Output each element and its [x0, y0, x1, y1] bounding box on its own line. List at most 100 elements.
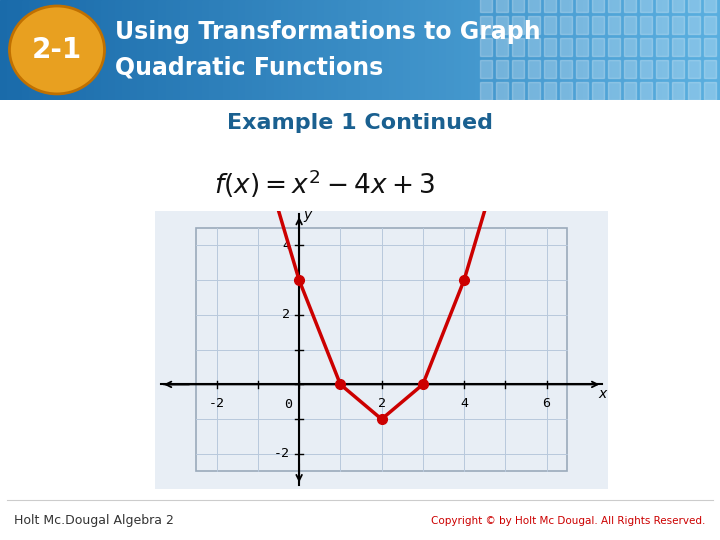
Bar: [480, 16, 492, 34]
Bar: [706, 0, 714, 100]
Bar: [688, 60, 700, 78]
Bar: [209, 0, 217, 100]
Text: Holt Mc.Dougal Algebra 2: Holt Mc.Dougal Algebra 2: [14, 514, 174, 527]
Bar: [396, 0, 404, 100]
Bar: [544, 82, 556, 100]
Bar: [360, 0, 368, 100]
Bar: [173, 0, 181, 100]
Bar: [512, 0, 524, 12]
Bar: [598, 0, 606, 100]
Text: Using Transformations to Graph: Using Transformations to Graph: [115, 20, 541, 44]
Bar: [504, 0, 512, 100]
Bar: [7, 0, 15, 100]
Bar: [576, 0, 588, 12]
Bar: [677, 0, 685, 100]
Bar: [238, 0, 246, 100]
Bar: [475, 0, 483, 100]
Text: Copyright © by Holt Mc Dougal. All Rights Reserved.: Copyright © by Holt Mc Dougal. All Right…: [431, 516, 706, 526]
Bar: [94, 0, 102, 100]
Bar: [569, 0, 577, 100]
Text: Quadratic Functions: Quadratic Functions: [115, 56, 383, 80]
Bar: [672, 0, 684, 12]
Bar: [576, 38, 588, 56]
Bar: [0, 0, 8, 100]
Bar: [592, 38, 604, 56]
Bar: [382, 0, 390, 100]
Bar: [461, 0, 469, 100]
Bar: [670, 0, 678, 100]
Bar: [86, 0, 94, 100]
Bar: [640, 82, 652, 100]
Bar: [518, 0, 526, 100]
Bar: [655, 0, 663, 100]
Bar: [528, 16, 540, 34]
Bar: [480, 60, 492, 78]
Bar: [512, 38, 524, 56]
Text: 0: 0: [284, 397, 292, 410]
Bar: [656, 16, 668, 34]
Bar: [560, 82, 572, 100]
Bar: [432, 0, 440, 100]
Bar: [389, 0, 397, 100]
Bar: [259, 0, 267, 100]
Bar: [216, 0, 224, 100]
Bar: [560, 38, 572, 56]
Bar: [656, 60, 668, 78]
Bar: [713, 0, 720, 100]
Bar: [662, 0, 670, 100]
Bar: [512, 82, 524, 100]
Bar: [446, 0, 454, 100]
Bar: [482, 0, 490, 100]
Bar: [245, 0, 253, 100]
Bar: [43, 0, 51, 100]
Bar: [540, 0, 548, 100]
Bar: [425, 0, 433, 100]
Bar: [592, 16, 604, 34]
Bar: [58, 0, 66, 100]
Bar: [166, 0, 174, 100]
Bar: [101, 0, 109, 100]
Bar: [480, 0, 492, 12]
Bar: [295, 0, 303, 100]
Text: -2: -2: [209, 396, 225, 409]
Bar: [592, 60, 604, 78]
Bar: [641, 0, 649, 100]
Bar: [688, 82, 700, 100]
Bar: [439, 0, 447, 100]
Bar: [496, 60, 508, 78]
Bar: [688, 38, 700, 56]
Bar: [410, 0, 418, 100]
Bar: [302, 0, 310, 100]
Bar: [691, 0, 699, 100]
Bar: [672, 16, 684, 34]
Bar: [560, 0, 572, 12]
Bar: [22, 0, 30, 100]
Bar: [252, 0, 260, 100]
Text: 2: 2: [377, 396, 386, 409]
Text: $\mathit{y}$: $\mathit{y}$: [303, 210, 313, 224]
Bar: [698, 0, 706, 100]
Bar: [187, 0, 195, 100]
Bar: [544, 0, 556, 12]
Bar: [266, 0, 274, 100]
Bar: [560, 16, 572, 34]
Bar: [704, 0, 716, 12]
Bar: [608, 82, 620, 100]
Bar: [656, 82, 668, 100]
Bar: [640, 0, 652, 12]
Bar: [288, 0, 296, 100]
Bar: [672, 60, 684, 78]
Bar: [528, 0, 540, 12]
Bar: [605, 0, 613, 100]
Bar: [194, 0, 202, 100]
Bar: [223, 0, 231, 100]
Bar: [576, 16, 588, 34]
Bar: [583, 0, 591, 100]
Bar: [544, 38, 556, 56]
Bar: [547, 0, 555, 100]
Bar: [704, 38, 716, 56]
Bar: [612, 0, 620, 100]
Bar: [50, 0, 58, 100]
Bar: [108, 0, 116, 100]
Bar: [403, 0, 411, 100]
